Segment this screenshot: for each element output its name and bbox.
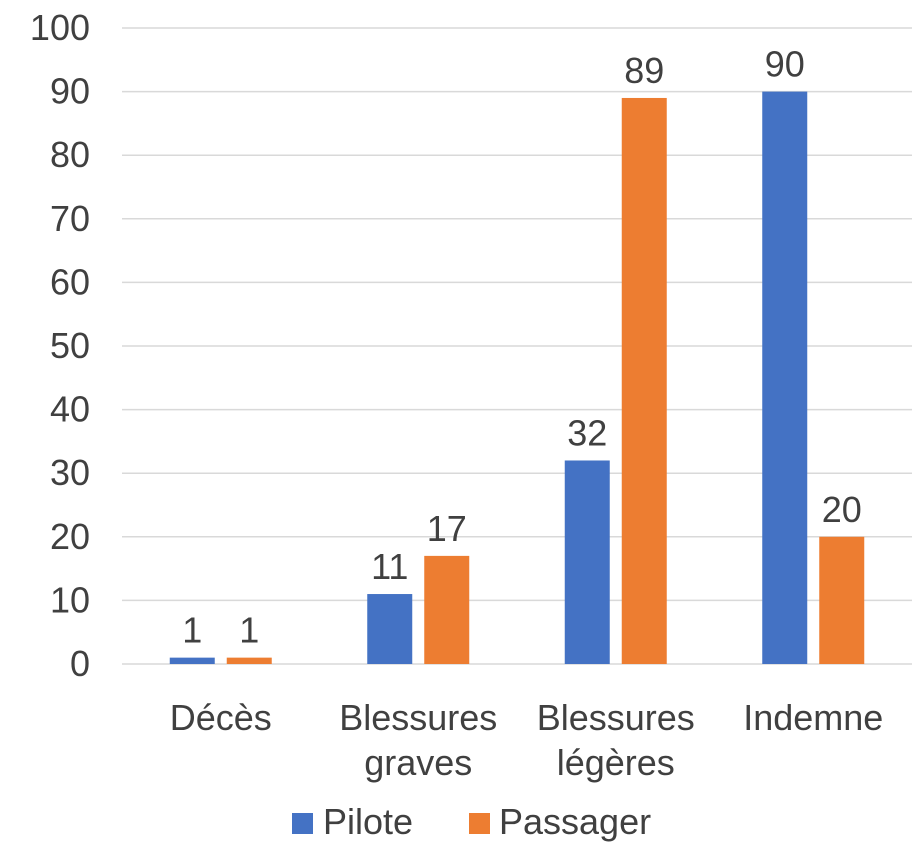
bar-passager-3 [819,536,865,664]
x-category-label: Blessures légères [537,697,695,783]
data-label-passager-0: 1 [239,610,259,651]
bar-pilote-2 [564,460,610,664]
y-tick-label: 30 [50,452,90,493]
x-category-label: Indemne [743,697,883,738]
x-category-label: Blessures graves [339,697,497,783]
data-label-passager-2: 89 [624,50,664,91]
y-tick-label: 100 [30,7,90,48]
data-label-pilote-1: 11 [371,546,408,587]
legend: Pilote Passager [292,801,651,842]
data-label-passager-1: 17 [427,508,467,549]
legend-label-passager: Passager [499,801,651,842]
y-axis-tick-labels: 0 10 20 30 40 50 60 70 80 90 100 [30,7,90,684]
legend-swatch-passager [469,813,490,834]
bar-passager-1 [424,555,470,664]
y-tick-label: 60 [50,261,90,302]
bar-pilote-3 [762,91,808,665]
legend-label-pilote: Pilote [323,801,413,842]
bar-passager-0 [226,657,272,664]
bars [169,91,865,665]
y-tick-label: 20 [50,516,90,557]
data-label-pilote-2: 32 [567,412,607,453]
y-tick-label: 80 [50,134,90,175]
y-tick-label: 0 [70,643,90,684]
data-label-pilote-3: 90 [765,44,805,85]
bar-pilote-1 [367,594,413,664]
y-tick-label: 50 [50,325,90,366]
data-label-passager-3: 20 [822,489,862,530]
bar-passager-2 [621,97,667,664]
x-category-label: Décès [170,697,272,738]
x-axis-category-labels: Décès Blessures graves Blessures légères Inde… [170,697,884,783]
y-tick-label: 40 [50,389,90,430]
y-tick-label: 10 [50,579,90,620]
legend-swatch-pilote [292,813,313,834]
bar-pilote-0 [169,657,215,664]
y-tick-label: 70 [50,198,90,239]
data-label-pilote-0: 1 [182,610,202,651]
y-tick-label: 90 [50,71,90,112]
